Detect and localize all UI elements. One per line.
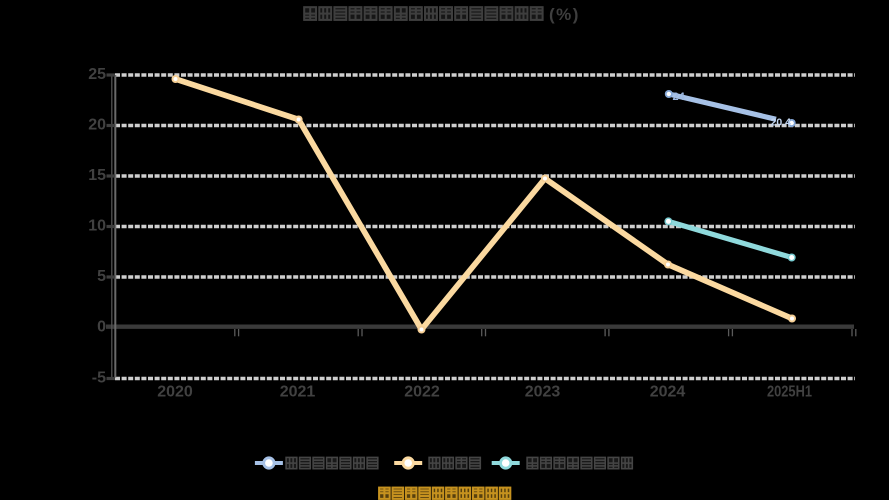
svg-text:2023: 2023 xyxy=(525,384,561,401)
svg-text:20: 20 xyxy=(88,117,106,134)
svg-text:(%): (%) xyxy=(549,5,580,24)
svg-text:2020: 2020 xyxy=(157,384,193,401)
svg-text:10: 10 xyxy=(88,218,106,235)
svg-text:0: 0 xyxy=(97,319,106,336)
svg-text:2021: 2021 xyxy=(280,384,316,401)
svg-text:5: 5 xyxy=(97,268,106,285)
svg-text:15: 15 xyxy=(88,167,106,184)
svg-text:24: 24 xyxy=(673,91,686,103)
svg-text:2022: 2022 xyxy=(404,384,440,401)
svg-text:20.4: 20.4 xyxy=(771,117,792,129)
svg-text:-5: -5 xyxy=(92,370,106,387)
svg-text:2024: 2024 xyxy=(650,384,686,401)
svg-text:2025H1: 2025H1 xyxy=(767,384,812,401)
svg-text:25: 25 xyxy=(88,66,106,83)
